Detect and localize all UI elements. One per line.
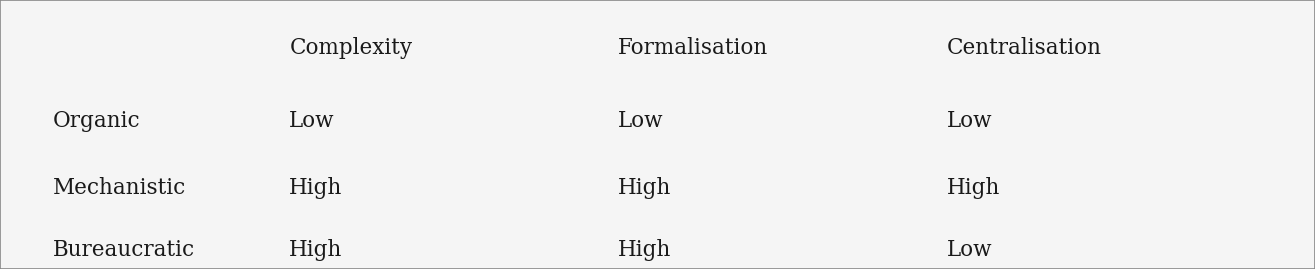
Text: Organic: Organic — [53, 110, 141, 132]
Text: Complexity: Complexity — [289, 37, 413, 59]
Text: High: High — [618, 177, 672, 199]
Text: Low: Low — [947, 239, 993, 261]
Text: High: High — [289, 177, 343, 199]
Text: Mechanistic: Mechanistic — [53, 177, 185, 199]
Text: Bureaucratic: Bureaucratic — [53, 239, 195, 261]
Text: High: High — [618, 239, 672, 261]
Text: Low: Low — [289, 110, 335, 132]
Text: High: High — [947, 177, 1001, 199]
Text: High: High — [289, 239, 343, 261]
Text: Centralisation: Centralisation — [947, 37, 1102, 59]
Text: Formalisation: Formalisation — [618, 37, 768, 59]
Text: Low: Low — [618, 110, 664, 132]
Text: Low: Low — [947, 110, 993, 132]
